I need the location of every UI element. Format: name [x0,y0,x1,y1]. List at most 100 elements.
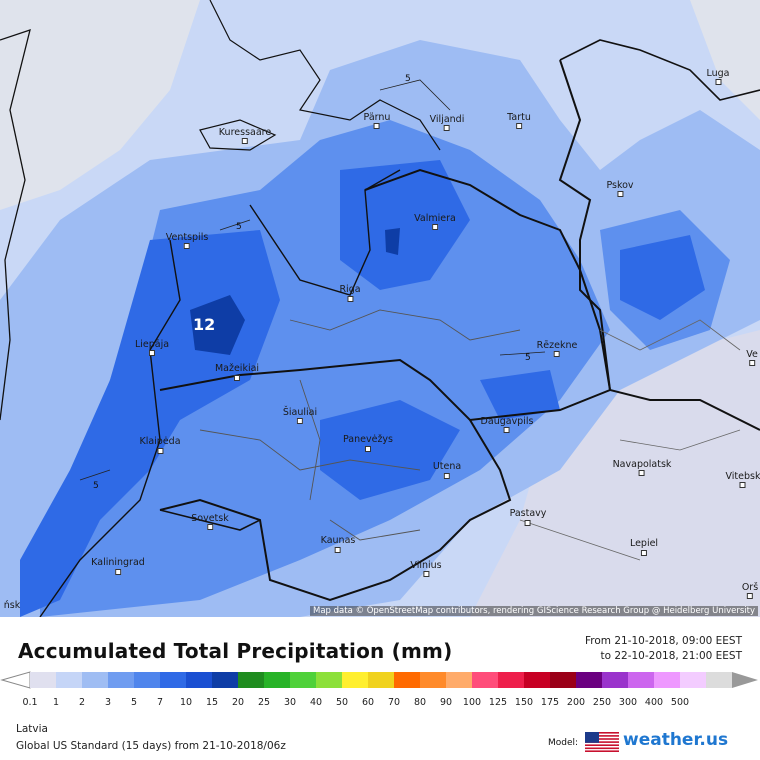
scale-cell [238,672,265,688]
scale-tick-label: 250 [592,697,612,708]
scale-cell [342,672,369,688]
city-partial-ńsk: ńsk [3,600,21,611]
scale-cell [498,672,525,688]
scale-cell [316,672,343,688]
scale-cell [134,672,161,688]
period-to: to 22-10-2018, 21:00 EEST [600,650,742,662]
scale-tick-label: 150 [514,697,534,708]
city-lepiel: Lepiel [630,538,658,556]
scale-tick-label: 60 [361,697,375,708]
period-from: From 21-10-2018, 09:00 EEST [585,635,742,647]
legend-title: Accumulated Total Precipitation (mm) [18,639,453,663]
scale-cell [706,672,733,688]
scale-cell [82,672,109,688]
scale-tick-label: 7 [156,697,164,708]
city-klaipeda: Klaipėda [139,436,181,454]
scale-left-arrow [0,671,31,689]
scale-tick-label: 0.1 [22,697,38,708]
scale-tick-label: 2 [78,697,86,708]
max-value-label: 12 [193,315,216,334]
scale-cell [394,672,421,688]
brand-logo[interactable]: weather.us [623,730,729,750]
scale-tick-label: 20 [231,697,245,708]
scale-tick-label: 200 [566,697,586,708]
city-vilnius: Vilnius [410,560,442,578]
scale-cell [108,672,135,688]
legend-panel: Accumulated Total Precipitation (mm) Fro… [0,617,760,760]
map-attribution: Map data © OpenStreetMap contributors, r… [310,606,758,616]
city-liepaja: Liepāja [135,339,169,357]
scale-tick-label: 125 [488,697,508,708]
scale-cell [212,672,239,688]
scale-tick-label: 3 [104,697,112,708]
scale-tick-label: 10 [179,697,193,708]
city-ve: Ve [746,349,758,367]
scale-cell [524,672,551,688]
city-valmiera: Valmiera [414,213,456,231]
scale-cell [472,672,499,688]
model-label: Model: [548,738,579,748]
scale-tick-label: 100 [462,697,482,708]
scale-cell [446,672,473,688]
scale-cell [56,672,83,688]
color-scale [0,671,758,689]
scale-cell [628,672,655,688]
city-navapolatsk: Navapolatsk [613,459,671,477]
scale-cell [654,672,681,688]
scale-tick-label: 40 [309,697,323,708]
city-sovetsk: Sovetsk [191,513,229,531]
region-label: Latvia [16,723,48,735]
scale-cell [186,672,213,688]
scale-tick-label: 15 [205,697,219,708]
city-kaliningrad: Kaliningrad [91,557,145,575]
isoline-label: 5 [525,353,531,363]
city-kaunas: Kaunas [321,535,355,553]
scale-tick-label: 1 [52,697,60,708]
city-kuressaare: Kuressaare [219,127,271,145]
city-viljandi: Viljandi [430,114,464,132]
scale-cell [368,672,395,688]
scale-tick-label: 80 [413,697,427,708]
scale-cell [30,672,57,688]
scale-tick-label: 5 [130,697,138,708]
scale-tick-label: 500 [670,697,690,708]
scale-tick-label: 70 [387,697,401,708]
scale-cell [576,672,603,688]
city-utena: Utena [433,461,461,479]
scale-tick-label: 90 [439,697,453,708]
city-ventspils: Ventspils [166,232,208,250]
city-orsha: Orš [742,582,758,600]
scale-tick-label: 400 [644,697,664,708]
isoline-label: 5 [236,222,242,232]
city-daugavpils: Daugavpils [481,416,533,434]
scale-cell [290,672,317,688]
scale-cell [160,672,187,688]
scale-cell [602,672,629,688]
precipitation-map[interactable]: 5 5 5 5 12 Riga Pärnu Viljandi Tartu Kur… [0,0,760,617]
model-run-label: Global US Standard (15 days) from 21-10-… [16,740,286,752]
isoline-label: 5 [93,481,99,491]
scale-tick-label: 175 [540,697,560,708]
city-luga: Luga [707,68,730,86]
scale-cell [420,672,447,688]
scale-ticks: 0.1 1 2 3 5 7 10 15 20 25 30 40 50 60 70 80 90 100 125 150 1… [0,697,760,711]
city-mazeikiai: Mažeikiai [215,363,259,381]
precipitation-field [0,0,760,617]
scale-cell [680,672,707,688]
city-siauliai: Šiauliai [283,407,317,425]
scale-right-arrow [732,672,758,688]
city-pastavy: Pastavy [510,508,546,526]
city-parnu: Pärnu [364,112,390,130]
scale-tick-label: 50 [335,697,349,708]
city-rezekne: Rēzekne [537,340,577,358]
isoline-label: 5 [405,74,411,84]
scale-cell [264,672,291,688]
scale-cell [550,672,577,688]
scale-tick-label: 25 [257,697,271,708]
us-flag-icon [585,732,619,752]
city-vitebsk: Vitebsk [726,471,760,489]
city-tartu: Tartu [507,112,531,130]
scale-tick-label: 300 [618,697,638,708]
city-panevezys: Panevėžys [343,434,393,452]
scale-tick-label: 30 [283,697,297,708]
